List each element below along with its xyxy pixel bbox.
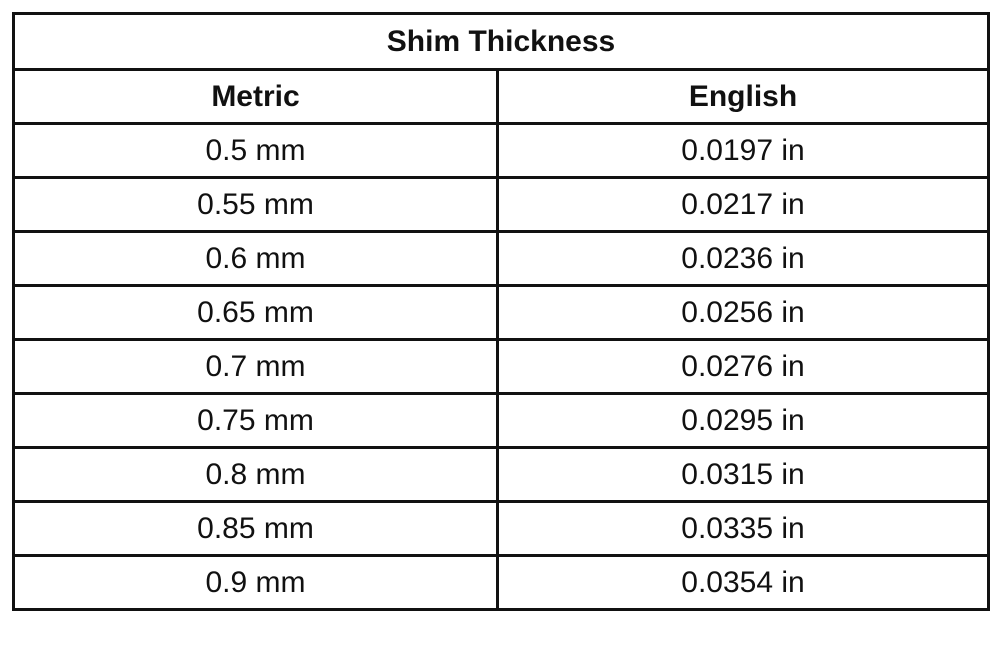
- table-title-row: Shim Thickness: [11, 12, 991, 71]
- metric-cell: 0.8 mm: [12, 446, 499, 503]
- table-row: 0.65 mm 0.0256 in: [12, 284, 991, 341]
- table-row: 0.7 mm 0.0276 in: [12, 338, 991, 395]
- column-header-english: English: [495, 68, 991, 125]
- metric-cell: 0.7 mm: [12, 338, 499, 395]
- english-cell: 0.0256 in: [495, 284, 991, 341]
- english-cell: 0.0335 in: [495, 500, 991, 557]
- table-row: 0.85 mm 0.0335 in: [12, 500, 991, 557]
- table-row: 0.6 mm 0.0236 in: [12, 230, 991, 287]
- table-header-row: Metric English: [12, 68, 991, 125]
- table-row: 0.9 mm 0.0354 in: [12, 554, 991, 611]
- table-row: 0.5 mm 0.0197 in: [12, 122, 991, 179]
- metric-cell: 0.75 mm: [12, 392, 499, 449]
- table-row: 0.8 mm 0.0315 in: [12, 446, 991, 503]
- table-row: 0.75 mm 0.0295 in: [12, 392, 991, 449]
- metric-cell: 0.55 mm: [12, 176, 499, 233]
- english-cell: 0.0295 in: [495, 392, 991, 449]
- english-cell: 0.0217 in: [495, 176, 991, 233]
- column-header-metric: Metric: [12, 68, 499, 125]
- shim-thickness-table: Shim Thickness Metric English 0.5 mm 0.0…: [11, 12, 991, 611]
- metric-cell: 0.65 mm: [12, 284, 499, 341]
- metric-cell: 0.85 mm: [12, 500, 499, 557]
- metric-cell: 0.9 mm: [12, 554, 499, 611]
- english-cell: 0.0354 in: [495, 554, 991, 611]
- english-cell: 0.0276 in: [495, 338, 991, 395]
- english-cell: 0.0236 in: [495, 230, 991, 287]
- english-cell: 0.0315 in: [495, 446, 991, 503]
- metric-cell: 0.5 mm: [12, 122, 499, 179]
- metric-cell: 0.6 mm: [12, 230, 499, 287]
- table-row: 0.55 mm 0.0217 in: [12, 176, 991, 233]
- english-cell: 0.0197 in: [495, 122, 991, 179]
- table-title: Shim Thickness: [11, 12, 991, 71]
